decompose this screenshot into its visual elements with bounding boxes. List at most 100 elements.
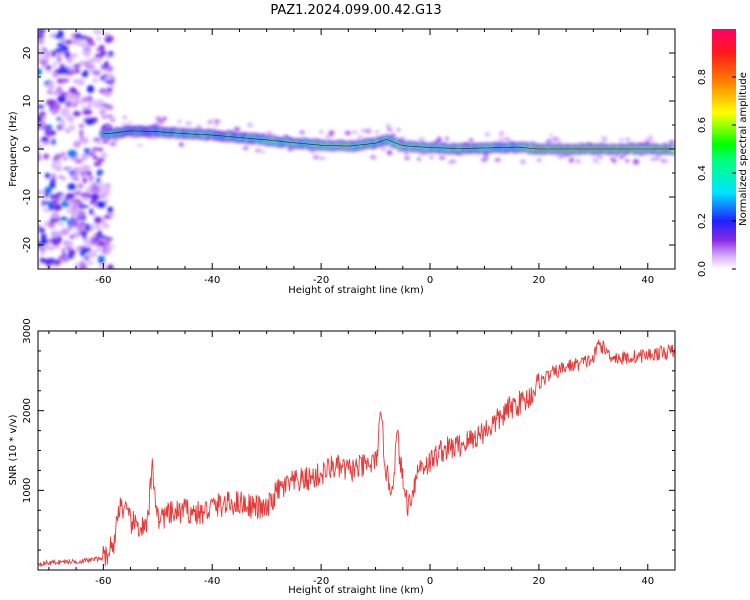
halo-blob (400, 136, 406, 139)
noise-blob (51, 138, 56, 145)
halo-blob (128, 121, 132, 125)
noise-blob (104, 214, 111, 219)
noise-blob (63, 157, 68, 161)
halo-blob (494, 158, 501, 162)
halo-blob (596, 156, 604, 159)
spectrogram-panel: -60 -40 -20 0 20 40 -20 -10 0 10 20 Height of str… (8, 28, 676, 296)
halo-blob (497, 137, 505, 142)
halo-blob (158, 116, 162, 120)
noise-blob (89, 224, 95, 232)
x-tick-label: 20 (533, 275, 546, 286)
noise-blob (46, 89, 53, 95)
halo-blob (650, 158, 656, 161)
noise-blob (82, 110, 91, 115)
y-tick-label: 10 (22, 95, 33, 108)
halo-blob (328, 130, 335, 136)
noise-blob (102, 223, 110, 229)
noise-blob (38, 120, 47, 129)
noise-blob (39, 60, 48, 64)
noise-blob (40, 115, 47, 120)
halo-blob (504, 137, 511, 141)
noise-blob (56, 55, 62, 64)
halo-blob (668, 140, 675, 145)
halo-blob (109, 118, 116, 122)
halo-blob (344, 130, 351, 136)
noise-blob (92, 70, 97, 74)
noise-blob (38, 262, 42, 267)
noise-blob (87, 260, 94, 265)
y-tick-label: 2000 (22, 398, 33, 423)
ridge-center-line (103, 130, 675, 150)
halo-blob (319, 157, 326, 160)
halo-blob (325, 135, 329, 138)
noise-blob (54, 238, 61, 246)
colorbar-label: Normalized spectral amplitude (738, 72, 749, 226)
noise-blob (61, 151, 66, 157)
halo-blob (610, 156, 614, 162)
noise-blob (93, 137, 101, 142)
x-tick-label: -20 (313, 275, 329, 286)
noise-blob (73, 140, 81, 148)
noise-blob (101, 115, 110, 119)
halo-blob (624, 159, 630, 163)
noise-blob (71, 201, 79, 210)
noise-blob (70, 217, 75, 220)
noise-blob (105, 79, 115, 84)
noise-blob (56, 117, 62, 121)
noise-blob (94, 181, 102, 186)
noise-blob (38, 104, 45, 109)
colorbar: 0.0 0.2 0.4 0.6 0.8 Normalized spectral ampl… (697, 29, 749, 277)
noise-blob (76, 38, 84, 47)
noise-blob (79, 138, 88, 144)
noise-blob (97, 147, 104, 152)
noise-blob (103, 198, 109, 202)
noise-blob (96, 157, 105, 163)
noise-blob (73, 190, 83, 196)
noise-blob (66, 240, 74, 249)
noise-blob (91, 212, 97, 217)
noise-blob (48, 203, 55, 211)
noise-blob (86, 85, 95, 94)
noise-blob (52, 61, 57, 69)
halo-blob (123, 116, 127, 119)
noise-blob (65, 100, 73, 108)
noise-blob (44, 129, 53, 137)
noise-blob (41, 237, 48, 246)
snr-frame (37, 330, 676, 571)
noise-blob (71, 66, 76, 71)
halo-blob (247, 122, 253, 128)
halo-blob (520, 159, 526, 164)
halo-blob (417, 157, 421, 162)
noise-blob (46, 99, 56, 106)
noise-blob (38, 225, 43, 229)
noise-blob (100, 152, 108, 159)
noise-blob (88, 175, 94, 182)
noise-blob (76, 246, 82, 252)
noise-blob (79, 205, 89, 208)
noise-blob (51, 50, 57, 58)
halo-blob (254, 148, 262, 153)
y-tick-label: -20 (22, 237, 33, 253)
noise-blob (38, 33, 45, 39)
noise-blob (67, 183, 76, 191)
halo-blob (312, 154, 320, 160)
noise-blob (60, 228, 69, 236)
noise-blob (89, 200, 97, 204)
noise-blob (100, 51, 108, 56)
noise-blob (82, 196, 89, 202)
noise-blob (86, 170, 92, 176)
x-tick-label: 20 (533, 576, 546, 587)
noise-blob (38, 190, 45, 195)
spectrogram-image (38, 29, 675, 269)
snr-x-axis-label: Height of straight line (km) (288, 585, 424, 596)
noise-blob (67, 219, 73, 226)
halo-blob (618, 155, 625, 159)
halo-blob (196, 125, 201, 129)
halo-blob (593, 161, 601, 164)
noise-blob (49, 194, 56, 200)
noise-blob (57, 95, 67, 103)
noise-blob (73, 79, 78, 83)
noise-blob (49, 181, 56, 189)
halo-blob (600, 136, 608, 139)
noise-blob (74, 177, 80, 181)
